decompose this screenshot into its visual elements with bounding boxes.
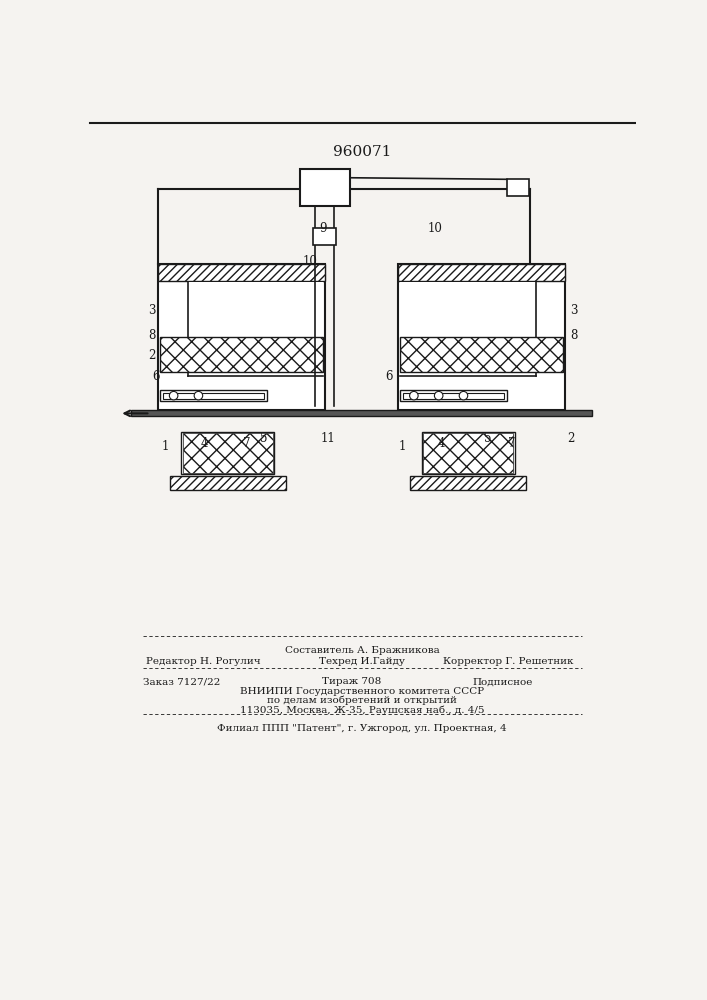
- Bar: [158, 264, 325, 410]
- Text: 1: 1: [162, 440, 170, 453]
- Text: Заказ 7127/22: Заказ 7127/22: [143, 677, 220, 686]
- Bar: [507, 179, 529, 196]
- Text: Составитель А. Бражникова: Составитель А. Бражникова: [285, 646, 439, 655]
- Text: 3: 3: [148, 304, 156, 317]
- Bar: [403, 393, 504, 399]
- Text: ВНИИПИ Государственного комитета СССР: ВНИИПИ Государственного комитета СССР: [240, 687, 484, 696]
- Text: 10: 10: [428, 222, 443, 235]
- Bar: [160, 337, 323, 372]
- Bar: [170, 476, 286, 490]
- Bar: [423, 433, 513, 473]
- Text: 6: 6: [152, 370, 159, 383]
- Bar: [300, 169, 351, 206]
- Circle shape: [194, 391, 203, 400]
- Text: 1: 1: [398, 440, 406, 453]
- Text: Редактор Н. Рогулич: Редактор Н. Рогулич: [146, 657, 260, 666]
- Bar: [182, 432, 274, 474]
- Bar: [398, 264, 565, 281]
- Text: 2: 2: [148, 349, 156, 362]
- Text: 2: 2: [567, 432, 575, 445]
- Circle shape: [409, 391, 418, 400]
- Bar: [158, 264, 325, 281]
- Text: 960071: 960071: [333, 145, 391, 159]
- Bar: [410, 476, 526, 490]
- Text: Тираж 708: Тираж 708: [322, 677, 382, 686]
- Text: 4: 4: [437, 437, 445, 450]
- Text: 5: 5: [484, 432, 491, 445]
- Text: по делам изобретений и открытий: по делам изобретений и открытий: [267, 696, 457, 705]
- Bar: [400, 390, 507, 401]
- Bar: [398, 264, 565, 410]
- Text: 5: 5: [260, 432, 268, 445]
- Bar: [400, 337, 563, 372]
- Text: 6: 6: [385, 370, 392, 383]
- Text: 113035, Москва, Ж-35, Раушская наб., д. 4/5: 113035, Москва, Ж-35, Раушская наб., д. …: [240, 705, 484, 715]
- Text: Подписное: Подписное: [473, 677, 533, 686]
- Bar: [160, 390, 267, 401]
- Text: Корректор Г. Решетник: Корректор Г. Решетник: [443, 657, 573, 666]
- Circle shape: [460, 391, 468, 400]
- Bar: [313, 228, 337, 245]
- Text: 7: 7: [243, 437, 251, 450]
- Text: 9: 9: [320, 222, 327, 235]
- Circle shape: [434, 391, 443, 400]
- Bar: [421, 432, 515, 474]
- Bar: [131, 410, 592, 416]
- Text: Техред И.Гайду: Техред И.Гайду: [319, 657, 405, 666]
- Bar: [400, 282, 535, 376]
- Text: 7: 7: [508, 437, 516, 450]
- Text: 3: 3: [571, 304, 578, 317]
- Bar: [163, 393, 264, 399]
- Text: 4: 4: [201, 437, 209, 450]
- Bar: [187, 282, 323, 376]
- Text: 8: 8: [571, 329, 578, 342]
- Text: 8: 8: [148, 329, 156, 342]
- Text: Филиал ППП "Патент", г. Ужгород, ул. Проектная, 4: Филиал ППП "Патент", г. Ужгород, ул. Про…: [217, 724, 507, 733]
- Circle shape: [170, 391, 178, 400]
- Bar: [183, 433, 273, 473]
- Text: 11: 11: [321, 432, 336, 445]
- Text: 10: 10: [303, 255, 318, 268]
